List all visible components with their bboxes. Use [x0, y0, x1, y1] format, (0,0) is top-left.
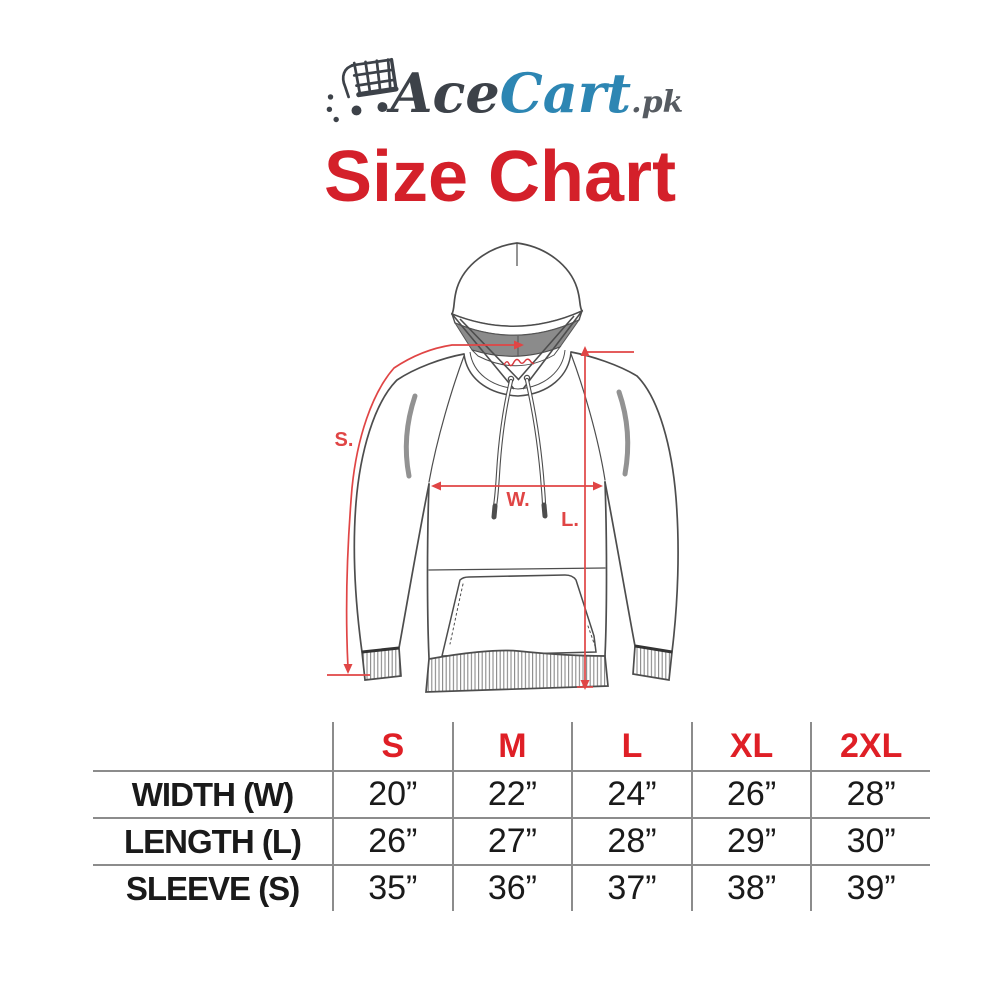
width-2xl: 28” [810, 770, 930, 817]
size-col-header-m: M [451, 722, 572, 770]
hood [450, 242, 584, 390]
hoodie-body [353, 351, 679, 659]
brand-ace: Ace [390, 61, 500, 125]
right-cuff-edge [634, 644, 673, 654]
hoodie-drawing: S. W. L. [327, 242, 679, 693]
sleeve-l: 37” [571, 864, 691, 911]
size-col-header-2xl: 2XL [810, 722, 930, 770]
length-2xl: 30” [810, 817, 930, 864]
brand-tld: .pk [631, 85, 684, 120]
length-s: 26” [332, 817, 452, 864]
width-m: 22” [451, 770, 572, 817]
sleeve-m: 36” [451, 864, 572, 911]
measure-arrowheads [343, 340, 603, 690]
drawstrings [491, 377, 548, 520]
hoodie-diagram: S. W. L. [312, 228, 698, 720]
corner-cell [93, 722, 332, 770]
sleeve-measure-label: S. [335, 429, 354, 451]
inner-collar [471, 345, 562, 367]
shopping-cart-icon [326, 57, 399, 123]
brand-name: AceCart.pk [391, 66, 684, 120]
size-col-header-s: S [332, 722, 452, 770]
sleeve-2xl: 39” [810, 864, 930, 911]
sleeve-xl: 38” [690, 864, 811, 911]
length-l: 28” [571, 817, 691, 864]
cart-wheels [326, 94, 388, 123]
row-label-sleeve: SLEEVE (S) [93, 864, 332, 911]
size-col-header-l: L [571, 722, 691, 770]
brand-cart: Cart [499, 61, 632, 125]
width-xl: 26” [690, 770, 811, 817]
hem-ribbing [425, 649, 609, 693]
length-m: 27” [451, 817, 572, 864]
page-title: Size Chart [323, 137, 677, 217]
size-table: S M L XL 2XL WIDTH (W) 20” 22” 24” 26” 2… [93, 722, 930, 911]
row-label-length: LENGTH (L) [93, 817, 332, 864]
length-xl: 29” [690, 817, 811, 864]
armhole-seams [403, 389, 631, 479]
sleeve-s: 35” [332, 864, 452, 911]
width-s: 20” [332, 770, 452, 817]
measure-annotations [327, 344, 634, 688]
row-label-width: WIDTH (W) [93, 770, 332, 817]
red-script-brand-mark [503, 358, 535, 367]
neck-collar [463, 349, 572, 397]
brand-logo: AceCart.pk [0, 40, 1000, 123]
length-measure-label: L. [561, 509, 579, 531]
size-col-header-xl: XL [690, 722, 811, 770]
left-cuff-edge [361, 646, 400, 654]
width-l: 24” [571, 770, 691, 817]
width-measure-label: W. [506, 489, 529, 511]
